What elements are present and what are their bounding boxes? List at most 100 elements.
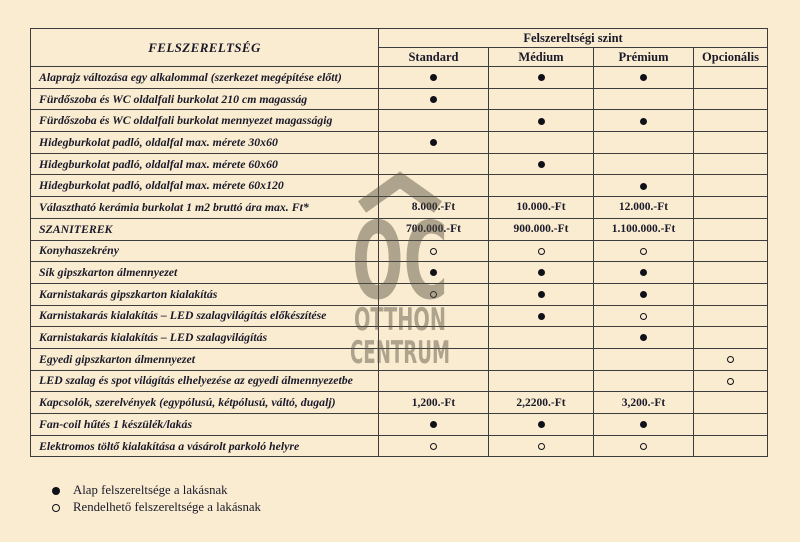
table-row: Hidegburkolat padló, oldalfal max. méret… (30, 152, 769, 176)
row-label: Konyhaszekrény (30, 239, 379, 263)
row-label: Alaprajz változása egy alkalommal (szerk… (30, 66, 379, 89)
legend-text: Alap felszereltsége a lakásnak (73, 483, 228, 497)
table-row: Konyhaszekrény (30, 239, 769, 263)
value-cell-opcionalis (692, 434, 769, 458)
table-row: Fürdőszoba és WC oldalfali burkolat menn… (30, 109, 769, 133)
table-row: LED szalag és spot világítás elhelyezése… (30, 369, 769, 393)
value-cell-premium (593, 347, 694, 371)
table-row: Sík gipszkarton álmennyezet (30, 261, 769, 284)
filled-dot-icon (537, 291, 545, 299)
row-label: Kapcsolók, szerelvények (egypólusú, kétp… (30, 391, 379, 414)
open-circle-icon (640, 442, 647, 450)
value-cell-opcionalis (692, 261, 769, 284)
value-cell-opcionalis (692, 152, 769, 176)
row-label: Karnistakarás kialakítás – LED szalagvil… (30, 326, 379, 349)
table-row: Fan-coil hűtés 1 készülék/lakás (30, 413, 769, 436)
value-cell-standard (378, 66, 489, 89)
row-label: Egyedi gipszkarton álmennyezet (30, 347, 379, 371)
open-circle-icon (430, 291, 437, 299)
value-cell-standard (378, 434, 489, 458)
column-header-premium: Prémium (593, 47, 694, 67)
value-cell-opcionalis (692, 391, 769, 414)
value-cell-medium: 2,2200.-Ft (488, 391, 594, 414)
value-cell-opcionalis (692, 66, 769, 89)
table-row: Egyedi gipszkarton álmennyezet (30, 347, 769, 371)
row-label: SZANITEREK (30, 217, 379, 241)
value-cell-medium: 900.000.-Ft (488, 217, 594, 241)
value-cell-standard (378, 239, 489, 263)
value-cell-standard (378, 131, 489, 154)
value-cell-medium (488, 434, 594, 458)
open-circle-icon (727, 356, 734, 364)
value-cell-medium (488, 282, 594, 306)
value-cell-standard (378, 87, 489, 111)
filled-dot-icon (430, 269, 437, 277)
value-cell-opcionalis (692, 282, 769, 306)
value-cell-opcionalis (692, 326, 769, 349)
table-title: FELSZERELTSÉG (30, 28, 379, 67)
filled-dot-icon (640, 74, 647, 82)
value-cell-premium (593, 131, 694, 154)
value-cell-premium (593, 239, 694, 263)
row-label: Karnistakarás gipszkarton kialakítás (30, 282, 379, 306)
value-cell-standard: 8.000.-Ft (378, 196, 489, 219)
value-cell-medium (488, 369, 594, 393)
value-cell-premium: 3,200.-Ft (593, 391, 694, 414)
row-label: Hidegburkolat padló, oldalfal max. méret… (30, 152, 379, 176)
value-cell-medium (488, 152, 594, 176)
column-header-standard: Standard (378, 47, 489, 67)
value-cell-premium (593, 326, 694, 349)
filled-dot-icon (537, 160, 545, 168)
filled-dot-icon (537, 421, 545, 429)
equipment-table: FELSZERELTSÉG Felszereltségi szint Stand… (30, 28, 769, 458)
open-circle-icon (537, 442, 545, 450)
value-cell-premium (593, 304, 694, 328)
value-cell-opcionalis (692, 413, 769, 436)
value-cell-standard (378, 109, 489, 133)
value-cell-standard (378, 369, 489, 393)
table-body: Alaprajz változása egy alkalommal (szerk… (30, 66, 769, 458)
value-cell-standard: 700.000.-Ft (378, 217, 489, 241)
column-group-header: Felszereltségi szint (377, 28, 769, 48)
value-cell-standard (378, 347, 489, 371)
filled-dot-icon (640, 182, 647, 190)
filled-dot-icon (537, 117, 545, 125)
value-cell-premium (593, 109, 694, 133)
table-row: Karnistakarás kialakítás – LED szalagvil… (30, 304, 769, 328)
table-row: Választható kerámia burkolat 1 m2 bruttó… (30, 196, 769, 219)
row-label: Karnistakarás kialakítás – LED szalagvil… (30, 304, 379, 328)
value-cell-opcionalis (692, 174, 769, 198)
filled-dot-icon (537, 269, 545, 277)
value-cell-medium (488, 174, 594, 198)
filled-dot-icon (640, 334, 647, 342)
filled-dot-icon (430, 139, 437, 147)
value-cell-medium (488, 66, 594, 89)
row-label: Fürdőszoba és WC oldalfali burkolat menn… (30, 109, 379, 133)
table-row: Hidegburkolat padló, oldalfal max. méret… (30, 131, 769, 154)
filled-dot-icon (430, 95, 437, 103)
value-cell-opcionalis (692, 347, 769, 371)
filled-dot-icon (430, 74, 437, 82)
value-cell-standard (378, 326, 489, 349)
legend-text: Rendelhető felszereltsége a lakásnak (73, 500, 261, 514)
filled-dot-icon (640, 421, 647, 429)
value-cell-medium (488, 109, 594, 133)
open-circle-icon (640, 312, 647, 320)
value-cell-medium (488, 261, 594, 284)
value-cell-standard (378, 413, 489, 436)
open-circle-icon (52, 503, 60, 512)
value-cell-premium (593, 66, 694, 89)
open-circle-icon (727, 377, 734, 385)
filled-dot-icon (537, 312, 545, 320)
value-cell-premium (593, 152, 694, 176)
value-cell-standard (378, 261, 489, 284)
value-cell-opcionalis (692, 239, 769, 263)
value-cell-opcionalis (692, 304, 769, 328)
value-cell-premium (593, 261, 694, 284)
value-cell-premium (593, 174, 694, 198)
row-label: Fan-coil hűtés 1 készülék/lakás (30, 413, 379, 436)
filled-dot-icon (430, 421, 437, 429)
value-cell-opcionalis (692, 87, 769, 111)
row-label: Sík gipszkarton álmennyezet (30, 261, 379, 284)
